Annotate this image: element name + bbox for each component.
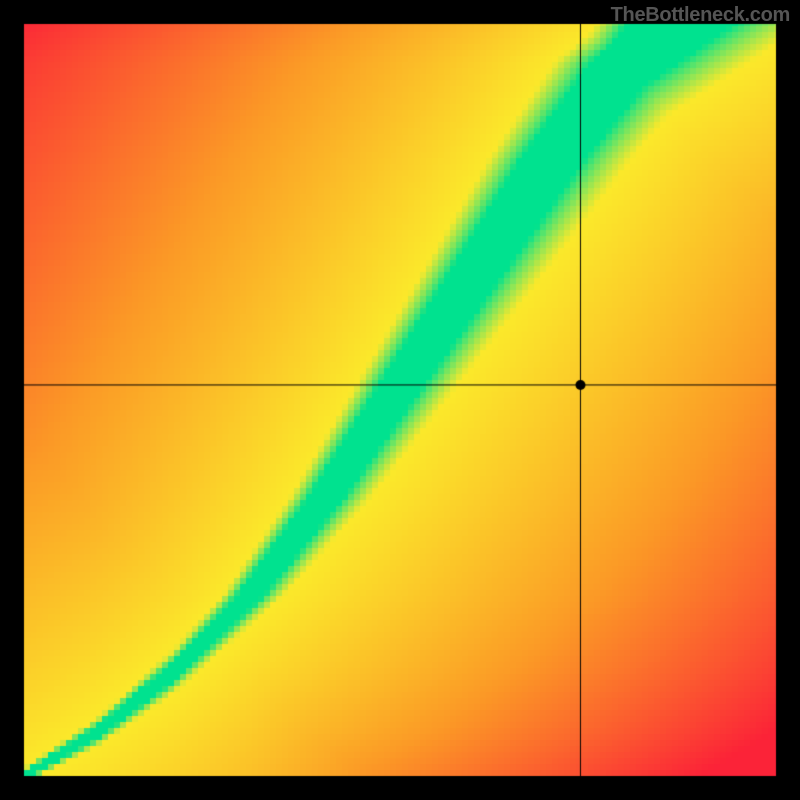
- attribution-text: TheBottleneck.com: [611, 4, 790, 27]
- chart-container: TheBottleneck.com: [0, 0, 800, 800]
- bottleneck-heatmap: [0, 0, 800, 800]
